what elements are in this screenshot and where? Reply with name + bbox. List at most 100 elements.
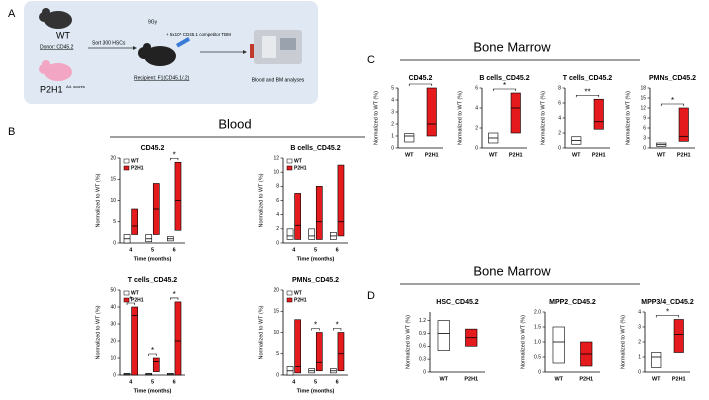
y-tick-label: 1.5 [534,324,541,330]
y-tick-label: 4 [276,212,279,218]
significance-bracket [333,328,342,331]
y-tick-label: 0 [558,145,561,151]
box [174,161,182,231]
y-tick-label: 0 [391,145,394,151]
y-tick-label: 0.5 [534,354,541,360]
legend-label: P2H1 [131,165,144,171]
x-axis-label: Time (months) [297,256,335,262]
y-tick-label: 6 [643,125,646,131]
dose-label: 9Gy [148,19,158,25]
box [131,306,138,376]
y-tick-label: 40 [110,304,116,310]
x-tick-label: P2H1 [672,376,686,382]
arrowhead [133,46,137,50]
chart-title: B cells_CD45.2 [479,75,529,82]
x-tick-label: 6 [336,379,339,385]
y-tick-label: 0 [276,240,279,246]
significance-label: * [129,295,132,304]
x-tick-label: 5 [151,379,154,385]
panel-label: B [8,126,15,138]
box [308,228,316,240]
y-tick-label: 0 [475,145,478,151]
arrowhead [243,50,247,54]
legend-label: WT [131,158,139,164]
y-tick-label: 5 [391,85,394,91]
significance-label: * [151,346,154,355]
chart-title: MPP2_CD45.2 [549,299,596,306]
x-tick-label: 6 [336,247,339,253]
y-tick-label: 10 [273,169,279,175]
y-tick-label: 2 [638,339,641,345]
significance-label: ** [584,87,590,96]
y-tick-label: 0 [113,372,116,378]
y-tick-label: 12 [273,155,279,161]
x-tick-label: P2H1 [509,152,523,158]
significance-label: * [671,96,674,105]
y-tick-label: 6 [558,100,561,106]
x-tick-label: P2H1 [425,152,439,158]
sort-label: Sort 300 HSCs [92,40,126,46]
y-tick-label: 2 [391,121,394,127]
legend-label: P2H1 [131,297,144,303]
y-axis-label: Normalized to WT (%) [95,173,101,227]
x-tick-label: P2H1 [464,376,478,382]
y-tick-label: 0 [276,372,279,378]
donor-label: Donor: CD45.2 [40,44,74,50]
p2h1-sup: Ad. scores [66,84,85,89]
y-axis-label: Normalized to WT (%) [95,305,101,359]
box [294,319,301,374]
analyzer-icon [250,30,302,64]
box [152,357,160,372]
y-tick-label: 15 [640,95,646,101]
analysis-label: Blood and BM analyses [252,77,305,83]
x-tick-label: WT [439,376,448,382]
y-tick-label: 0.3 [419,356,426,362]
x-tick-label: 4 [129,379,133,385]
box [426,87,437,137]
significance-label: * [336,321,339,330]
chart-title: B cells_CD45.2 [290,145,340,152]
x-tick-label: WT [489,152,498,158]
y-tick-label: 30 [110,321,116,327]
significance-bracket [126,302,135,305]
x-tick-label: 4 [292,247,296,253]
box [337,164,345,237]
section-title: Blood [218,116,251,131]
y-axis-label: Normalized to WT (%) [520,315,526,369]
legend-label: WT [294,290,302,296]
y-axis-label: Normalized to WT (%) [620,315,626,369]
y-tick-label: 0 [643,145,646,151]
box [651,352,662,368]
legend-label: WT [294,158,302,164]
y-tick-label: 5 [276,351,279,357]
box [673,319,684,353]
y-tick-label: 0 [113,240,116,246]
significance-label: * [173,290,176,299]
significance-bracket [170,157,179,161]
legend-swatch [286,158,293,164]
x-axis-label: Time (months) [297,388,335,394]
x-tick-label: WT [405,152,414,158]
y-tick-label: 4 [391,97,394,103]
wt-mouse [39,8,72,29]
y-tick-label: 0 [423,369,426,375]
y-axis-label: Normalized to WT (%) [625,91,631,145]
x-axis-label: Time (months) [134,388,172,394]
y-tick-label: 0.9 [419,331,426,337]
y-axis-label: Normalized to WT (%) [405,315,411,369]
legend-swatch [286,290,293,296]
chart-title: CD45.2 [409,75,433,82]
y-tick-label: 12 [640,105,646,111]
y-tick-label: 18 [640,85,646,91]
box [286,228,294,240]
y-tick-label: 8 [276,184,279,190]
box [552,326,565,364]
y-tick-label: 1 [391,133,394,139]
panel-label: A [8,8,16,20]
box [315,186,323,240]
y-tick-label: 3 [643,135,646,141]
chart-title: T cells_CD45.2 [128,277,178,284]
legend-swatch [123,297,130,303]
significance-bracket [575,94,600,98]
box [131,208,138,235]
